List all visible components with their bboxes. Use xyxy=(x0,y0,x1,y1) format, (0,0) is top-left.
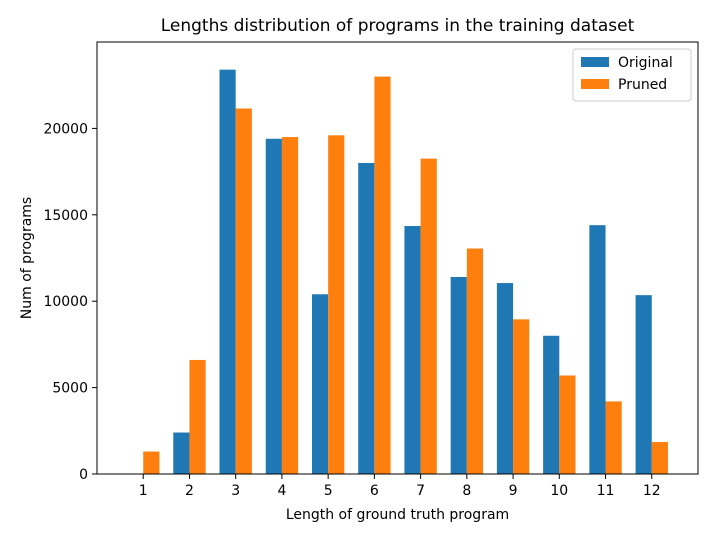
bar-pruned-9 xyxy=(513,319,530,474)
bar-pruned-10 xyxy=(559,375,576,474)
x-tick-label: 7 xyxy=(416,483,425,499)
bar-original-10 xyxy=(543,335,560,474)
bars-group xyxy=(143,69,668,475)
bar-original-4 xyxy=(265,138,282,474)
x-tick-label: 12 xyxy=(643,483,661,499)
legend-swatch-pruned xyxy=(581,79,609,89)
x-tick-label: 8 xyxy=(462,483,471,499)
x-tick-label: 3 xyxy=(231,483,240,499)
x-tick-label: 10 xyxy=(550,483,568,499)
x-tick-label: 4 xyxy=(277,483,286,499)
x-tick-label: 5 xyxy=(324,483,333,499)
bar-pruned-2 xyxy=(189,359,206,474)
bar-pruned-4 xyxy=(281,137,299,475)
x-tick-label: 6 xyxy=(370,483,379,499)
bar-pruned-6 xyxy=(374,76,391,474)
chart-title: Lengths distribution of programs in the … xyxy=(161,16,635,36)
plot-frame xyxy=(96,41,699,475)
y-tick-label: 20000 xyxy=(43,121,88,137)
legend-label-original: Original xyxy=(618,55,673,71)
bar-pruned-5 xyxy=(328,135,345,474)
x-tick-label: 11 xyxy=(597,483,615,499)
bar-original-9 xyxy=(496,283,514,474)
legend: Original Pruned xyxy=(572,48,692,102)
bar-pruned-12 xyxy=(651,442,668,474)
bar-pruned-3 xyxy=(235,108,252,474)
bar-original-11 xyxy=(589,225,606,474)
y-tick-label: 10000 xyxy=(43,294,88,310)
bar-pruned-1 xyxy=(143,451,160,474)
y-axis-title: Num of programs xyxy=(19,197,35,319)
bar-pruned-11 xyxy=(605,401,622,474)
bar-pruned-8 xyxy=(466,248,484,474)
x-axis-title: Length of ground truth program xyxy=(286,507,509,523)
y-tick-label: 0 xyxy=(79,467,88,483)
bar-original-5 xyxy=(311,294,329,474)
legend-swatch-original xyxy=(581,57,609,67)
y-tick-label: 5000 xyxy=(52,381,88,397)
bar-original-8 xyxy=(450,277,467,474)
x-axis: 1 2 3 4 5 6 7 8 9 10 11 12 xyxy=(139,474,661,499)
x-tick-label: 9 xyxy=(509,483,518,499)
bar-original-2 xyxy=(173,432,190,474)
bar-original-3 xyxy=(219,69,236,474)
bar-original-7 xyxy=(404,226,421,474)
bar-original-12 xyxy=(635,295,652,474)
y-tick-label: 15000 xyxy=(43,208,88,224)
y-axis: 0 5000 10000 15000 20000 xyxy=(43,121,97,483)
legend-label-pruned: Pruned xyxy=(618,77,667,93)
bar-original-6 xyxy=(358,162,375,474)
bar-pruned-7 xyxy=(420,158,437,474)
x-tick-label: 2 xyxy=(185,483,194,499)
x-tick-label: 1 xyxy=(139,483,148,499)
